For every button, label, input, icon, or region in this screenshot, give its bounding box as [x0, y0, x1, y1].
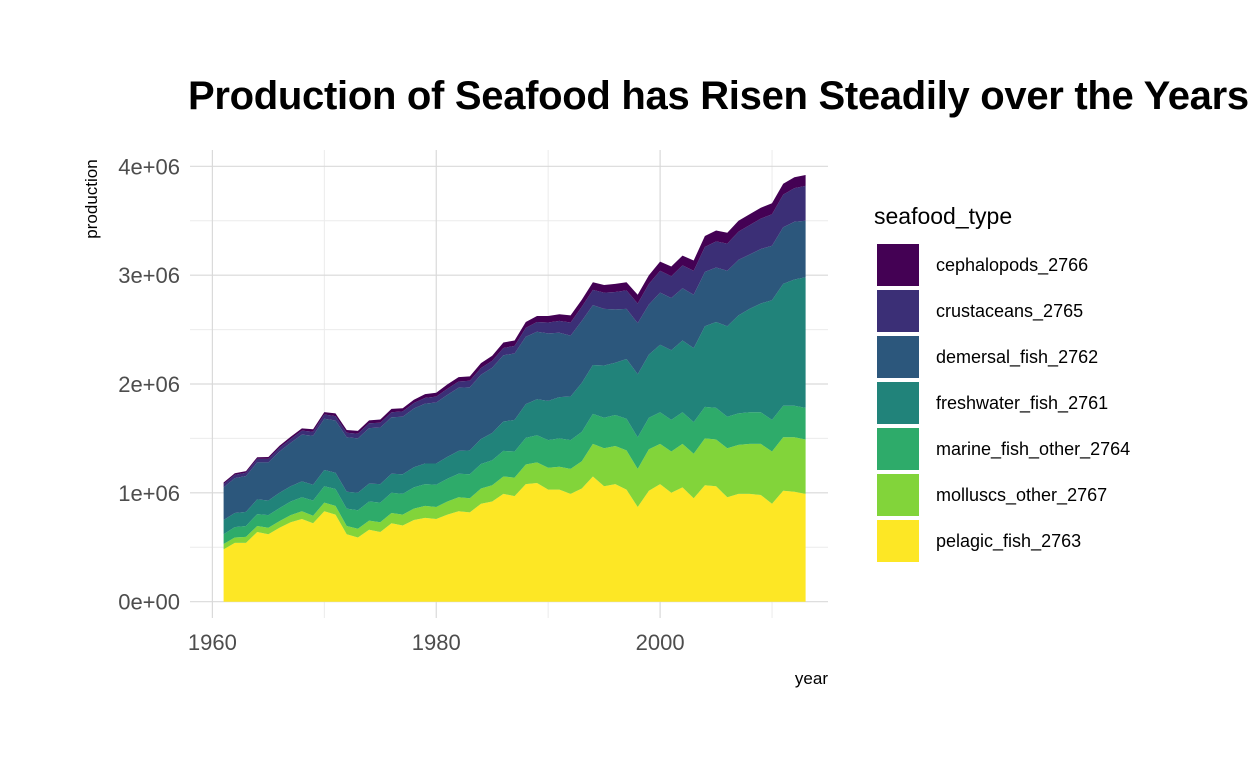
area-layers — [224, 175, 806, 602]
legend-label: demersal_fish_2762 — [936, 347, 1098, 368]
legend-item: cephalopods_2766 — [874, 242, 1130, 288]
plot-area: 1960 1980 2000 0e+00 1e+06 2e+06 3e+06 4e+06 y… — [0, 0, 840, 700]
legend-item: marine_fish_other_2764 — [874, 426, 1130, 472]
y-axis-title: production — [82, 159, 101, 238]
legend-key — [877, 474, 919, 516]
y-tick-label: 3e+06 — [118, 263, 180, 288]
x-tick-label: 1960 — [188, 630, 237, 655]
legend-label: freshwater_fish_2761 — [936, 393, 1108, 414]
legend-key — [877, 382, 919, 424]
x-tick-label: 2000 — [636, 630, 685, 655]
legend-label: marine_fish_other_2764 — [936, 439, 1130, 460]
legend-item: crustaceans_2765 — [874, 288, 1130, 334]
x-tick-label: 1980 — [412, 630, 461, 655]
legend-key — [877, 290, 919, 332]
x-axis-title: year — [795, 669, 828, 688]
legend-item: pelagic_fish_2763 — [874, 518, 1130, 564]
legend-key — [877, 336, 919, 378]
legend-item: freshwater_fish_2761 — [874, 380, 1130, 426]
y-tick-label: 4e+06 — [118, 154, 180, 179]
legend-label: crustaceans_2765 — [936, 301, 1083, 322]
x-axis-ticks: 1960 1980 2000 — [188, 630, 685, 655]
legend-label: cephalopods_2766 — [936, 255, 1088, 276]
y-axis-ticks: 0e+00 1e+06 2e+06 3e+06 4e+06 — [118, 154, 180, 614]
legend-item: molluscs_other_2767 — [874, 472, 1130, 518]
legend-label: molluscs_other_2767 — [936, 485, 1107, 506]
legend-title: seafood_type — [874, 203, 1130, 230]
legend-key — [877, 244, 919, 286]
legend-key — [877, 428, 919, 470]
legend-item: demersal_fish_2762 — [874, 334, 1130, 380]
legend-label: pelagic_fish_2763 — [936, 531, 1081, 552]
legend-key — [877, 520, 919, 562]
y-tick-label: 2e+06 — [118, 372, 180, 397]
legend-items: cephalopods_2766 crustaceans_2765 demersal… — [874, 242, 1130, 564]
legend: seafood_type cephalopods_2766 crustaceans… — [874, 203, 1130, 564]
y-tick-label: 1e+06 — [118, 481, 180, 506]
y-tick-label: 0e+00 — [118, 590, 180, 615]
